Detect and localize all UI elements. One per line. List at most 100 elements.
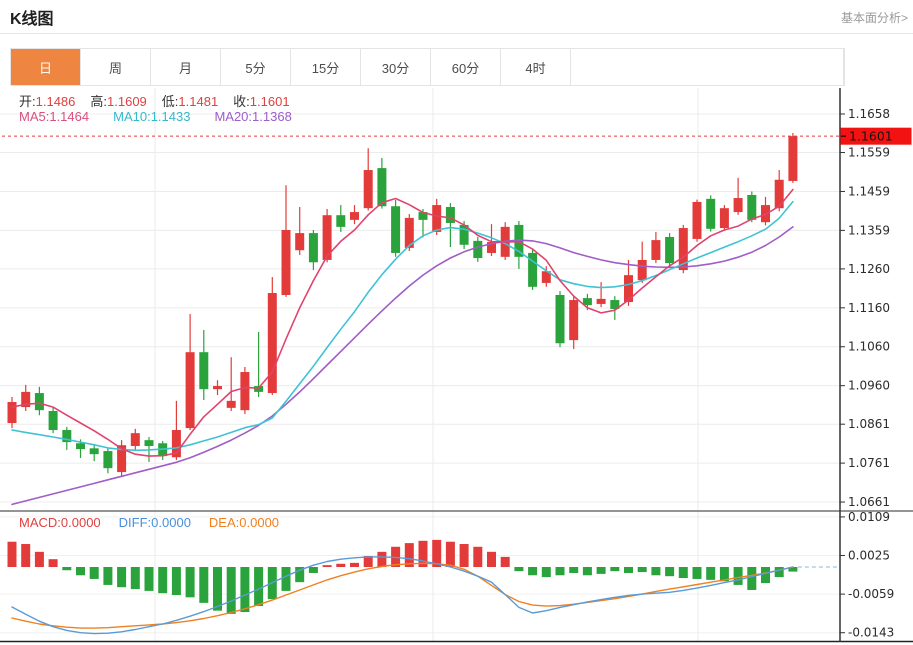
candle-body	[240, 372, 250, 411]
macd-bar	[308, 567, 318, 573]
candle-body	[89, 448, 99, 455]
macd-bar	[514, 567, 524, 572]
candle-body	[21, 391, 31, 408]
macd-bar	[363, 555, 373, 567]
tab-period-7[interactable]: 4时	[501, 49, 571, 85]
candle-body	[596, 298, 606, 304]
macd-bar	[569, 567, 579, 573]
tab-period-0[interactable]: 日	[11, 49, 81, 85]
macd-bar	[103, 567, 113, 585]
macd-bar	[144, 567, 154, 591]
candle-body	[651, 240, 661, 260]
candles-layer	[7, 133, 798, 478]
candle-body	[706, 198, 716, 229]
macd-bar	[62, 567, 72, 571]
ohlc-readout: 开:1.1486 高:1.1609 低:1.1481 收:1.1601	[19, 91, 305, 110]
macd-bar	[541, 567, 551, 578]
macd-axis-label: 0.0025	[848, 549, 890, 563]
macd-bar	[665, 567, 675, 577]
candle-body	[377, 168, 387, 207]
macd-bar	[34, 551, 44, 567]
macd-bar	[719, 567, 729, 582]
ma20-line	[11, 226, 794, 506]
candle-body	[322, 215, 332, 260]
candle-body	[48, 410, 58, 431]
price-axis-label: 1.1060	[848, 340, 890, 354]
ohlc-item-0: 开:1.1486	[19, 94, 76, 109]
price-axis-label: 1.0761	[848, 456, 890, 470]
macd-bar	[404, 543, 414, 567]
candle-body	[459, 224, 469, 245]
candle-body	[226, 400, 236, 408]
macd-bar	[678, 567, 688, 579]
macd-bar	[21, 544, 31, 567]
tab-period-5[interactable]: 30分	[361, 49, 431, 85]
candle-body	[171, 430, 181, 458]
macd-bar	[158, 567, 168, 594]
tab-period-4[interactable]: 15分	[291, 49, 361, 85]
macd-bar	[130, 567, 140, 590]
price-axis-label: 1.1559	[848, 146, 890, 160]
candle-body	[117, 445, 127, 473]
macd-bar	[322, 565, 332, 567]
price-axis-label: 1.1658	[848, 107, 890, 121]
candle-body	[473, 240, 483, 259]
tab-period-3[interactable]: 5分	[221, 49, 291, 85]
macd-bar	[350, 562, 359, 567]
macd-bar	[48, 559, 58, 567]
macd-bar	[254, 567, 264, 607]
macd-bar	[788, 567, 798, 572]
macd-bar	[226, 567, 236, 614]
macd-bar	[473, 546, 483, 567]
candle-body	[610, 300, 620, 309]
candle-body	[62, 430, 72, 443]
macd-bar	[240, 567, 250, 613]
macd-bar	[596, 567, 606, 574]
last-price-badge-value: 1.1601	[849, 129, 893, 144]
candle-body	[487, 242, 496, 253]
candle-body	[665, 236, 675, 264]
candle-body	[281, 229, 291, 295]
tabbar-filler	[571, 49, 844, 85]
fundamental-analysis-link[interactable]: 基本面分析>	[840, 11, 908, 25]
macd-bar	[295, 567, 305, 583]
candle-body	[199, 352, 209, 390]
dea-line	[11, 562, 794, 629]
macd-bar	[487, 551, 496, 567]
candle-body	[418, 212, 428, 220]
macd-bar	[610, 567, 620, 572]
macd-bar	[418, 540, 428, 567]
ma-item-2: MA20:1.1368	[214, 109, 292, 124]
period-tabbar: 日周月 5分 15分 30分 60分 4时	[10, 48, 845, 86]
kline-chart-canvas[interactable]: 1.1658 1.1559 1.1459 1.1359 1.1260 1.1160 1.10…	[0, 88, 913, 645]
ma10-line	[11, 200, 794, 452]
macd-bar	[500, 556, 510, 567]
candle-body	[350, 212, 359, 220]
macd-bar	[199, 567, 209, 603]
candle-body	[733, 198, 743, 213]
candle-body	[185, 352, 195, 429]
macd-axis-label: -0.0059	[848, 587, 894, 601]
macd-bar	[89, 567, 99, 579]
ma5-line	[11, 188, 794, 457]
macd-bar	[692, 567, 702, 579]
macd-bar	[747, 567, 757, 590]
macd-item-0: MACD:0.0000	[19, 515, 101, 530]
diff-line	[11, 556, 794, 635]
candle-body	[267, 293, 277, 394]
tab-period-2[interactable]: 月	[151, 49, 221, 85]
macd-bar	[377, 551, 387, 567]
candle-body	[582, 298, 592, 306]
tab-period-6[interactable]: 60分	[431, 49, 501, 85]
candle-body	[336, 215, 346, 227]
macd-bar	[336, 563, 346, 567]
price-axis-label: 1.1160	[848, 301, 890, 315]
candle-body	[747, 194, 757, 220]
macd-bar	[706, 567, 716, 580]
macd-readout: MACD:0.0000 DIFF:0.0000 DEA:0.0000	[19, 515, 297, 530]
tab-period-1[interactable]: 周	[81, 49, 151, 85]
candle-body	[624, 275, 633, 302]
candle-body	[555, 294, 565, 344]
macd-bar	[555, 567, 565, 576]
macd-bar	[213, 567, 222, 611]
